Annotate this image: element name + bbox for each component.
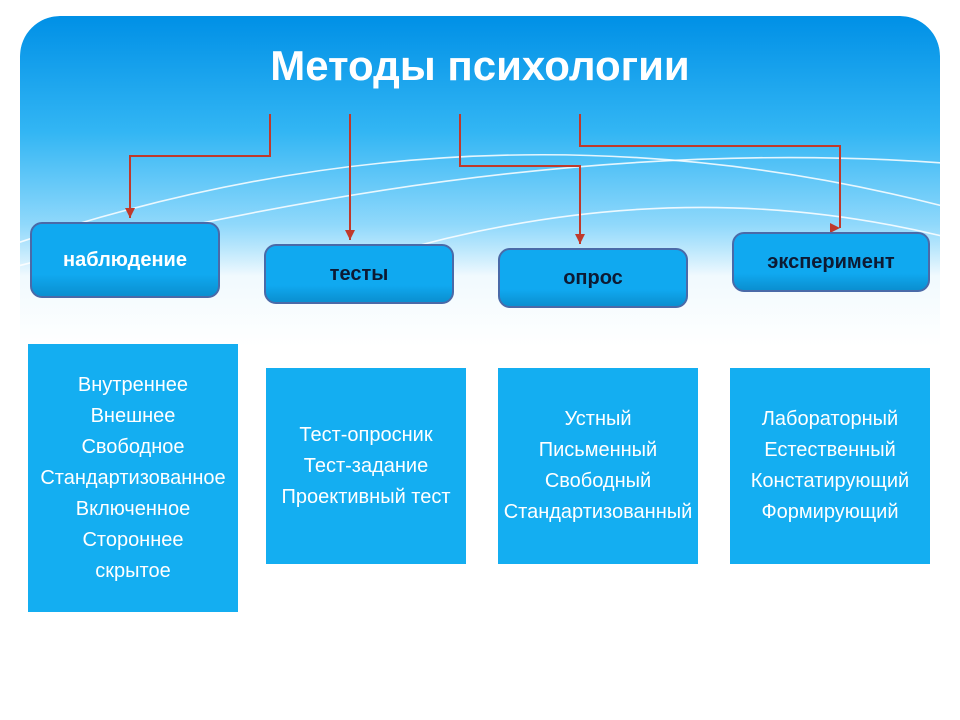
slide: Методы психологии наблюдение тесты опросэк…: [20, 16, 940, 704]
page-title: Методы психологии: [20, 42, 940, 90]
observation-detail: Внутреннее Внешнее Свободное Стандартизо…: [28, 344, 238, 612]
experiment-detail: Лабораторный Естественный Констатирующий…: [730, 368, 930, 564]
category-observation: наблюдение: [30, 222, 220, 298]
category-experiment: эксперимент: [732, 232, 930, 292]
survey-detail: Устный Письменный Свободный Стандартизов…: [498, 368, 698, 564]
tests-detail: Тест-опросник Тест-задание Проективный т…: [266, 368, 466, 564]
category-tests: тесты: [264, 244, 454, 304]
category-survey: опрос: [498, 248, 688, 308]
